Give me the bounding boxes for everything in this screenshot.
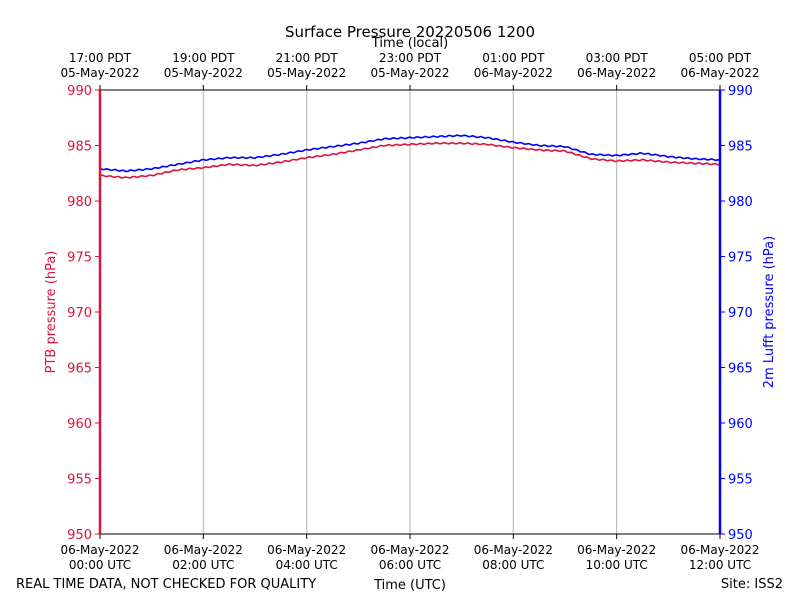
left-tick-label-4: 970 [67,306,92,321]
x-axis-label: Time (UTC) [373,578,446,593]
left-tick-label-5: 975 [67,251,92,266]
right-axis-label: 2m Lufft pressure (hPa) [762,236,777,388]
left-tick-label-2: 960 [67,417,92,432]
top-tick-date-1: 05-May-2022 [164,66,243,80]
right-tick-label-0: 950 [728,528,753,543]
top-tick-time-3: 23:00 PDT [379,51,442,65]
left-axis-label: PTB pressure (hPa) [44,251,59,374]
grid-lines [202,90,618,534]
top-tick-date-3: 05-May-2022 [370,66,449,80]
right-tick-label-6: 980 [728,195,753,210]
right-tick-label-1: 955 [728,473,753,488]
top-tick-date-0: 05-May-2022 [60,66,139,80]
right-tick-label-5: 975 [728,251,753,266]
left-tick-label-0: 950 [67,528,92,543]
right-tick-label-4: 970 [728,306,753,321]
bottom-tick-time-1: 02:00 UTC [172,558,234,572]
right-tick-label-2: 960 [728,417,753,432]
left-tick-label-3: 965 [67,362,92,377]
series-line-2m-lufft-pressure [99,134,721,173]
right-tick-label-8: 990 [728,84,753,99]
series-line-ptb-pressure [99,141,721,179]
left-tick-label-8: 990 [67,84,92,99]
bottom-tick-date-4: 06-May-2022 [474,543,553,557]
top-tick-time-2: 21:00 PDT [276,51,339,65]
right-axis-ticks: 950 955 960 965 970 975 980 985 990 [720,84,753,543]
series-lines [99,134,721,179]
bottom-tick-time-5: 10:00 UTC [586,558,648,572]
top-tick-time-1: 19:00 PDT [172,51,235,65]
top-tick-date-5: 06-May-2022 [577,66,656,80]
bottom-tick-time-6: 12:00 UTC [689,558,751,572]
right-tick-label-3: 965 [728,362,753,377]
left-tick-label-7: 985 [67,140,92,155]
quality-disclaimer: REAL TIME DATA, NOT CHECKED FOR QUALITY [16,577,316,592]
site-label: Site: ISS2 [721,577,783,592]
bottom-tick-time-4: 08:00 UTC [482,558,544,572]
top-tick-time-5: 03:00 PDT [586,51,649,65]
left-axis-ticks: 950 955 960 965 970 975 980 985 990 [67,84,100,543]
chart-title: Surface Pressure 20220506 1200 [285,23,535,41]
top-tick-time-0: 17:00 PDT [69,51,132,65]
top-tick-time-6: 05:00 PDT [689,51,752,65]
bottom-tick-time-2: 04:00 UTC [276,558,338,572]
top-tick-date-4: 06-May-2022 [474,66,553,80]
bottom-tick-date-1: 06-May-2022 [164,543,243,557]
top-tick-time-4: 01:00 PDT [482,51,545,65]
left-tick-label-1: 955 [67,473,92,488]
top-axis-label: Time (local) [371,36,448,51]
bottom-tick-date-2: 06-May-2022 [267,543,346,557]
bottom-tick-date-5: 06-May-2022 [577,543,656,557]
right-tick-label-7: 985 [728,140,753,155]
top-tick-date-6: 06-May-2022 [680,66,759,80]
bottom-tick-date-6: 06-May-2022 [680,543,759,557]
left-tick-label-6: 980 [67,195,92,210]
bottom-tick-time-0: 00:00 UTC [69,558,131,572]
top-tick-date-2: 05-May-2022 [267,66,346,80]
bottom-tick-time-3: 06:00 UTC [379,558,441,572]
bottom-tick-date-3: 06-May-2022 [370,543,449,557]
bottom-tick-date-0: 06-May-2022 [60,543,139,557]
